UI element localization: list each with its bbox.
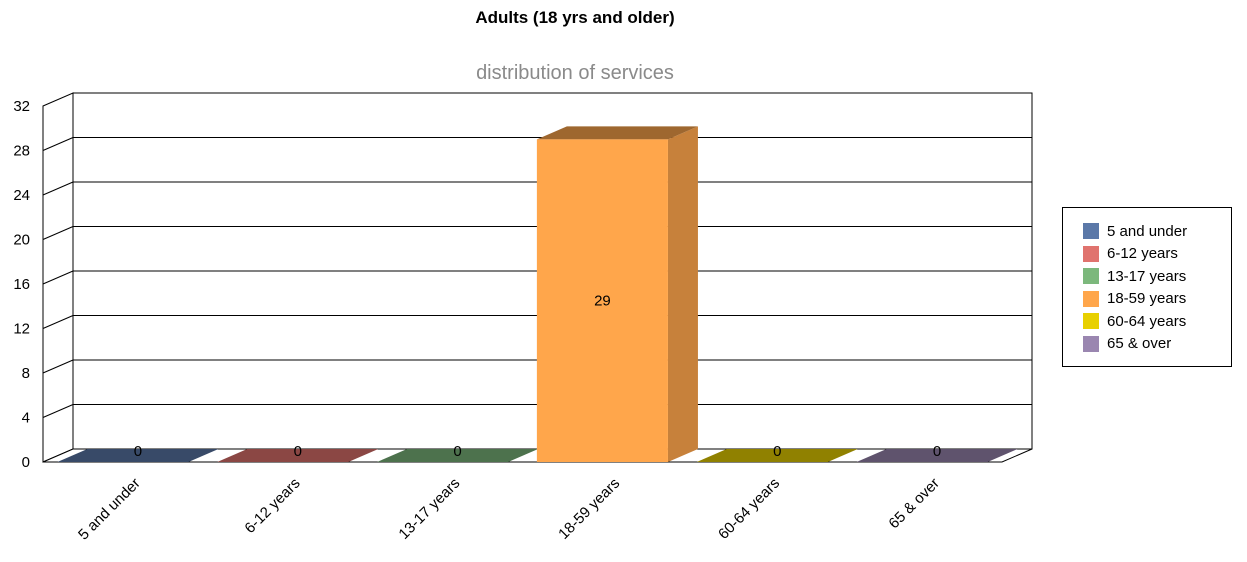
gridline-side bbox=[42, 315, 74, 329]
legend-item: 5 and under bbox=[1083, 220, 1231, 243]
y-tick-label: 4 bbox=[22, 410, 30, 427]
legend-label: 60-64 years bbox=[1107, 312, 1187, 330]
bar bbox=[57, 449, 219, 462]
bar-chart: 0 4 8 12 16 20 24 28 32 0 5 and under 0 6-12 years 0 1… bbox=[13, 92, 1033, 544]
gridline-side bbox=[42, 181, 74, 196]
legend-item: 13-17 years bbox=[1083, 265, 1231, 288]
chart-legend: 5 and under 6-12 years 13-17 years 18-59 ye… bbox=[1062, 207, 1232, 367]
x-tick-label: 6-12 years bbox=[241, 475, 303, 537]
legend-label: 6-12 years bbox=[1107, 245, 1178, 263]
legend-label: 65 & over bbox=[1107, 335, 1172, 353]
x-tick-label: 60-64 years bbox=[715, 475, 783, 543]
x-tick-label: 13-17 years bbox=[395, 475, 463, 543]
y-tick-label: 0 bbox=[22, 454, 30, 471]
data-label: 0 bbox=[294, 443, 302, 460]
legend-item: 65 & over bbox=[1083, 333, 1231, 356]
legend-label: 18-59 years bbox=[1107, 290, 1187, 308]
legend-item: 18-59 years bbox=[1083, 288, 1231, 311]
chart-title: Adults (18 yrs and older) bbox=[475, 8, 675, 27]
y-tick-label: 28 bbox=[13, 143, 30, 160]
legend-item: 60-64 years bbox=[1083, 310, 1231, 333]
legend-label: 13-17 years bbox=[1107, 267, 1187, 285]
y-tick-label: 12 bbox=[13, 321, 30, 338]
bar bbox=[856, 449, 1018, 462]
y-tick-label: 8 bbox=[22, 365, 30, 382]
data-label: 29 bbox=[594, 293, 611, 310]
legend-swatch bbox=[1083, 290, 1099, 307]
bar bbox=[217, 449, 379, 462]
x-tick-label: 18-59 years bbox=[555, 475, 623, 543]
data-label: 0 bbox=[134, 443, 142, 460]
y-tick-label: 20 bbox=[13, 232, 30, 249]
data-label: 0 bbox=[773, 443, 781, 460]
legend-swatch bbox=[1083, 245, 1099, 262]
gridline-side bbox=[42, 359, 74, 374]
bar-side bbox=[667, 126, 698, 462]
gridline-side bbox=[42, 226, 74, 240]
bar bbox=[696, 449, 858, 462]
y-tick-label: 24 bbox=[13, 187, 30, 204]
data-label: 0 bbox=[933, 443, 941, 460]
legend-label: 5 and under bbox=[1107, 222, 1188, 240]
gridline-side bbox=[42, 270, 74, 285]
legend-swatch bbox=[1083, 223, 1099, 240]
y-tick-label: 16 bbox=[13, 276, 30, 293]
chart-subtitle: distribution of services bbox=[476, 62, 674, 84]
bar-top bbox=[536, 126, 698, 140]
bar bbox=[377, 449, 539, 462]
x-tick-label: 5 and under bbox=[75, 475, 144, 544]
gridline-side bbox=[42, 404, 74, 418]
legend-swatch bbox=[1083, 313, 1099, 330]
legend-swatch bbox=[1083, 268, 1099, 285]
data-label: 0 bbox=[453, 443, 461, 460]
legend-swatch bbox=[1083, 335, 1099, 352]
x-tick-label: 65 & over bbox=[885, 475, 942, 532]
legend-item: 6-12 years bbox=[1083, 243, 1231, 266]
bar bbox=[536, 139, 668, 462]
gridline-side bbox=[42, 137, 74, 151]
y-tick-label: 32 bbox=[13, 98, 30, 115]
